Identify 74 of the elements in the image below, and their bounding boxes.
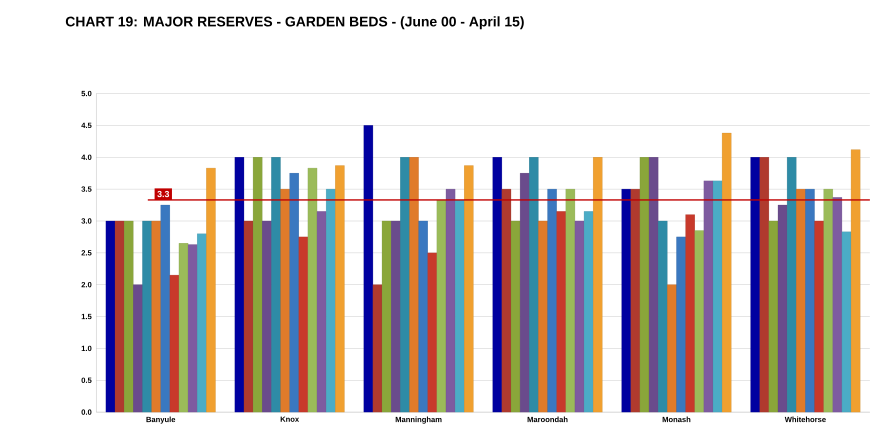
bar [658,220,668,412]
ref-line-label: 3.3 [157,190,170,198]
bar [492,156,502,412]
bar [566,188,576,412]
bar [648,156,658,412]
bar [446,188,456,412]
bar [170,274,180,412]
bar [842,232,852,412]
bar [547,188,557,412]
bar [252,156,262,412]
bar [188,244,198,412]
bar [142,220,152,412]
bar [262,220,272,412]
bar [364,125,374,412]
bar [832,197,842,412]
bar [372,284,382,412]
bar [454,200,464,412]
bar [640,156,650,412]
bar [418,220,428,412]
bar [391,220,400,412]
bar [308,168,318,412]
bar [464,165,474,412]
bar [326,188,336,412]
bar [814,220,824,412]
bar [796,188,806,412]
bar [510,220,520,412]
bar [124,220,134,412]
bar [778,204,788,412]
bar [574,220,584,412]
bar [234,156,244,412]
bar [787,156,796,412]
bar [280,188,290,412]
bar [760,156,769,412]
bar [436,200,446,412]
bar [630,188,640,412]
bar [151,220,161,412]
bar [556,211,566,412]
bar [197,233,206,412]
bar [244,220,254,412]
bar [667,284,677,412]
chart-title: CHART 19: MAJOR RESERVES - GARDEN BEDS - (June 00 - April 15) [66,16,524,30]
bar [298,236,308,412]
bar [694,230,704,412]
bar [178,242,188,412]
bar [538,220,548,412]
bar [206,168,216,412]
bar [685,214,695,412]
bar [290,172,299,412]
bar [114,220,124,412]
bar [805,188,815,412]
bar [409,156,419,412]
bar [750,156,760,412]
bar [593,156,602,412]
bar [382,220,392,412]
bar [133,284,143,412]
bar [850,149,860,412]
bar [502,188,512,412]
bar [704,180,714,412]
bar [768,220,778,412]
bar [316,211,326,412]
bar [529,156,539,412]
bar [622,188,631,412]
bar [160,204,170,412]
bar [824,188,833,412]
bar [712,180,722,412]
bar [400,156,410,412]
bar [722,132,732,412]
bar [676,236,686,412]
bar [584,211,594,412]
bar [428,252,437,412]
bar [520,172,530,412]
bar [335,165,345,412]
bar [106,220,116,412]
bar [271,156,281,412]
